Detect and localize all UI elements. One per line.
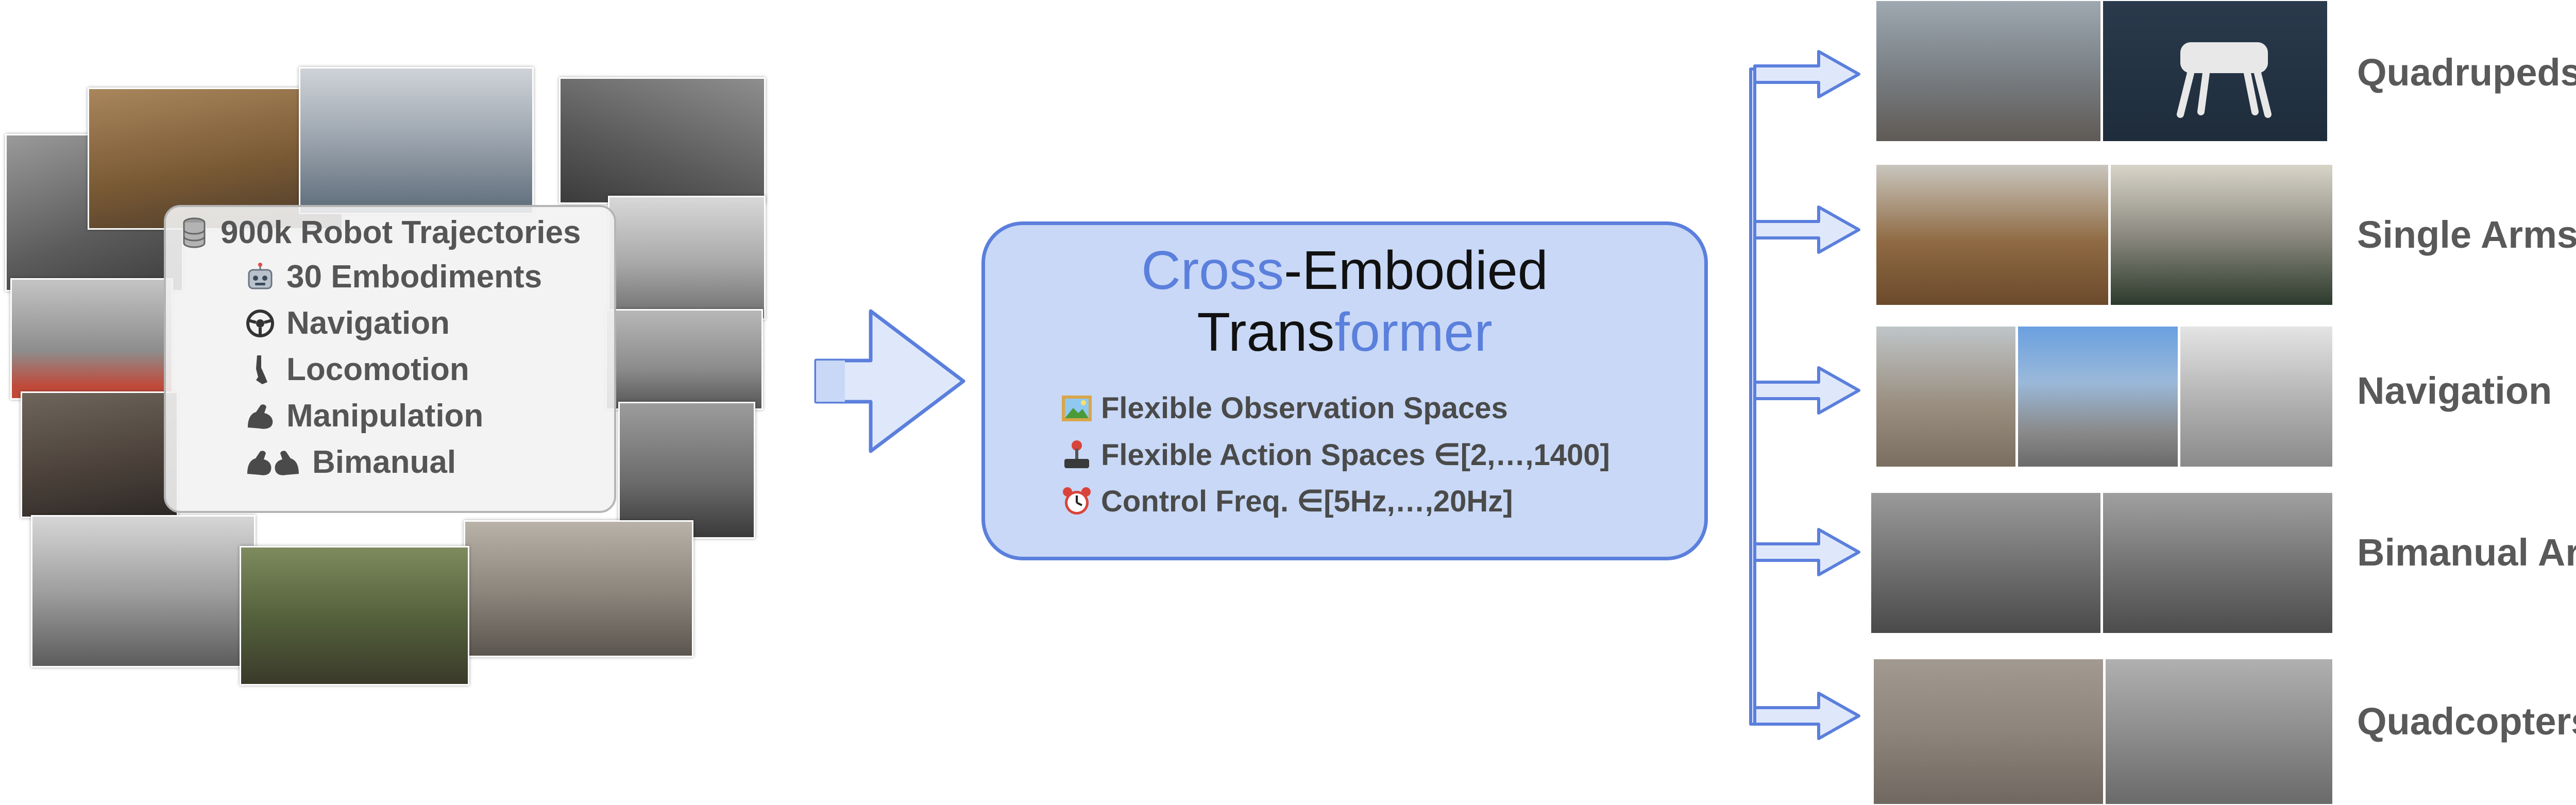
legend-label-embodiments: 30 Embodiments (286, 259, 543, 295)
output-label-quadcopters: Quadcopters (2357, 700, 2576, 743)
legend-item-locomotion: Locomotion (243, 351, 469, 388)
feature-control-frequency: Control Freq. ∈[5Hz,…,20Hz] (1060, 484, 1513, 519)
output-label-quadrupeds: Quadrupeds (2357, 51, 2576, 94)
feature-observation-spaces: Flexible Observation Spaces (1060, 391, 1508, 425)
legend-item-manipulation: Manipulation (243, 398, 483, 434)
picture-icon (1060, 392, 1094, 424)
legend-item-navigation: Navigation (243, 305, 450, 341)
output-arrow-quadcopters (1753, 692, 1860, 740)
legend-label-locomotion: Locomotion (286, 352, 469, 387)
collage-photo-hallway-navigation (31, 515, 256, 667)
output-arrow-single-arms (1753, 205, 1860, 254)
model-title-part-2: Trans (1197, 302, 1335, 363)
model-title-part-1: -Embodied (1284, 240, 1548, 301)
database-icon (177, 216, 211, 250)
thumb-navigation-3 (2179, 326, 2333, 468)
thumb-navigation-2 (2017, 326, 2179, 468)
thumb-single-arm-2 (2110, 164, 2333, 306)
thumb-single-arm-1 (1875, 164, 2109, 306)
joystick-icon (1060, 439, 1094, 471)
two-arms-icon (243, 446, 303, 479)
robot-face-icon (243, 260, 277, 294)
model-title-line-2: Transformer (985, 301, 1704, 364)
leg-icon (243, 353, 277, 387)
dataset-legend: 900k Robot Trajectories 30 Embodiments N… (164, 205, 616, 513)
model-title-accent-1: Cross (1141, 240, 1284, 301)
thumb-bimanual-1 (1870, 492, 2102, 634)
collage-photo-gripper-table (464, 520, 693, 657)
output-arrows (1749, 50, 1860, 740)
output-arrow-bimanual (1753, 528, 1860, 576)
legend-label-navigation: Navigation (286, 305, 450, 341)
collage-photo-gray-floor (559, 77, 766, 204)
dataset-title-row: 900k Robot Trajectories (177, 214, 581, 251)
feature-label-action: Flexible Action Spaces ∈[2,…,1400] (1101, 438, 1610, 472)
collage-photo-tabletop-gray (618, 402, 755, 539)
thumb-quadcopter-2 (2105, 658, 2333, 805)
model-title-line-1: Cross-Embodied (985, 239, 1704, 302)
alarm-clock-icon (1060, 485, 1094, 517)
output-label-navigation: Navigation (2357, 369, 2552, 412)
dataset-title: 900k Robot Trajectories (221, 215, 581, 250)
legend-item-bimanual: Bimanual (243, 444, 456, 481)
thumb-quadruped-sim (2102, 0, 2328, 142)
steering-wheel-icon (243, 306, 277, 340)
input-arrow (814, 309, 965, 453)
feature-action-spaces: Flexible Action Spaces ∈[2,…,1400] (1060, 437, 1610, 472)
thumb-quadcopter-1 (1873, 658, 2104, 805)
legend-item-embodiments: 30 Embodiments (243, 259, 542, 295)
flexed-arm-icon (243, 399, 277, 433)
thumb-bimanual-2 (2102, 492, 2333, 634)
output-label-bimanual-arms: Bimanual Arms (2357, 531, 2576, 574)
collage-photo-room-floor (605, 309, 763, 410)
model-box: Cross-Embodied Transformer Flexible Obse… (981, 221, 1708, 560)
output-arrow-navigation (1753, 366, 1860, 415)
collage-photo-franka-toy-kitchen (299, 67, 534, 214)
output-label-single-arms: Single Arms (2357, 213, 2576, 256)
legend-label-bimanual: Bimanual (312, 444, 456, 480)
collage-photo-arm-lab (608, 196, 766, 320)
legend-label-manipulation: Manipulation (286, 398, 484, 434)
collage-photo-sink (21, 391, 178, 518)
output-arrow-quadrupeds (1753, 50, 1860, 98)
thumb-navigation-1 (1875, 326, 2016, 468)
collage-photo-white-arm (10, 278, 173, 400)
feature-label-frequency: Control Freq. ∈[5Hz,…,20Hz] (1101, 485, 1513, 518)
model-title-accent-2: former (1334, 302, 1493, 363)
thumb-quadruped-real (1875, 0, 2102, 142)
feature-label-observation: Flexible Observation Spaces (1101, 391, 1508, 425)
collage-photo-quadruped-outdoor (240, 546, 469, 686)
